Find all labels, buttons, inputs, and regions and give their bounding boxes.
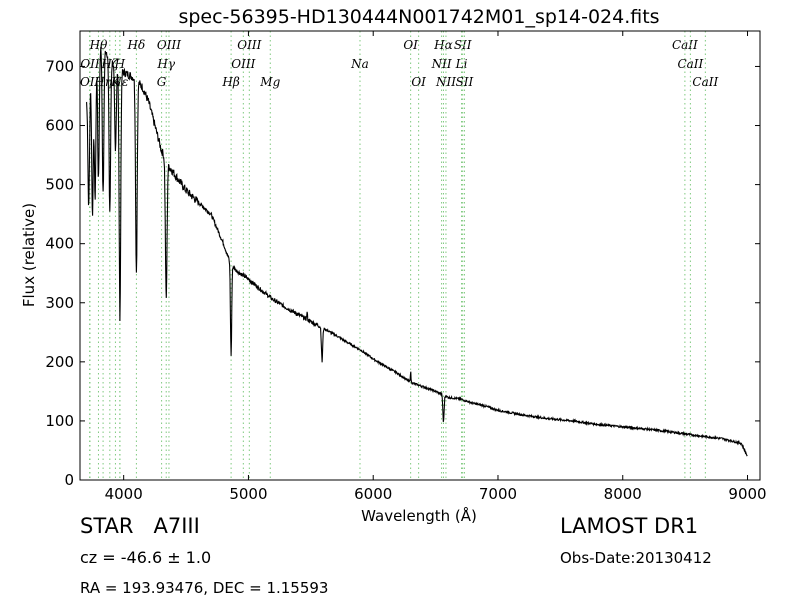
- axis-ticks: 4000 5000 6000 7000 8000 9000 0 100 200 300 400 500…: [45, 31, 767, 503]
- obs-date-label: Obs-Date:20130412: [560, 549, 712, 567]
- y-tick-label-100: 100: [45, 412, 74, 430]
- x-axis-label: Wavelength (Å): [361, 506, 477, 525]
- y-tick-label-300: 300: [45, 294, 74, 312]
- line-marker-label-10: Hγ: [156, 57, 175, 71]
- line-marker-label-14: Hβ: [221, 75, 239, 89]
- line-marker-label-22: SII: [454, 38, 472, 52]
- x-tick-label-6000: 6000: [354, 485, 392, 503]
- chart-title: spec-56395-HD130444N001742M01_sp14-024.f…: [178, 6, 659, 28]
- line-marker-label-11: G: [157, 75, 167, 89]
- y-axis-label: Flux (relative): [20, 203, 38, 307]
- line-marker-label-13: OIII: [231, 57, 255, 71]
- y-tick-label-200: 200: [45, 353, 74, 371]
- line-marker-label-7: H: [114, 57, 126, 71]
- line-marker-label-9: OIII: [157, 38, 181, 52]
- line-marker-label-23: Li: [455, 57, 468, 71]
- line-marker-label-6: K: [110, 75, 121, 89]
- y-tick-label-400: 400: [45, 235, 74, 253]
- line-marker-label-24: SII: [456, 75, 474, 89]
- object-subclass: A7III: [153, 514, 200, 538]
- x-tick-label-7000: 7000: [479, 485, 517, 503]
- line-marker-label-20: NII: [431, 57, 452, 71]
- line-marker-label-26: CaII: [677, 57, 703, 71]
- object-class: STAR: [80, 514, 134, 538]
- line-marker-label-12: OIII: [237, 38, 261, 52]
- coordinates-label: RA = 193.93476, DEC = 1.15593: [80, 579, 329, 597]
- line-marker-label-2: Hθ: [89, 38, 108, 52]
- x-tick-label-9000: 9000: [728, 485, 766, 503]
- x-tick-label-5000: 5000: [229, 485, 267, 503]
- survey-label: LAMOST DR1: [560, 514, 699, 538]
- spectrum-line: [85, 46, 748, 457]
- plot-frame: [79, 30, 761, 481]
- line-marker-label-21: NII: [435, 75, 456, 89]
- line-marker-label-18: OI: [411, 75, 426, 89]
- line-marker-label-16: Na: [350, 57, 369, 71]
- y-tick-label-0: 0: [64, 471, 74, 489]
- object-class-label: STAR A7III: [80, 514, 200, 538]
- line-marker-label-17: OI: [403, 38, 418, 52]
- line-marker-label-25: CaII: [672, 38, 698, 52]
- line-marker-label-27: CaII: [692, 75, 718, 89]
- x-tick-label-8000: 8000: [604, 485, 642, 503]
- spectrum-layer: [85, 46, 748, 457]
- redshift-label: cz = -46.6 ± 1.0: [80, 548, 212, 567]
- line-marker-label-1: OII: [80, 57, 100, 71]
- y-tick-label-700: 700: [45, 57, 74, 75]
- line-marker-label-8: Hδ: [127, 38, 146, 52]
- line-marker-label-19: Hα: [433, 38, 453, 52]
- line-marker-label-15: Mg: [259, 75, 280, 89]
- x-tick-label-4000: 4000: [105, 485, 143, 503]
- y-tick-label-500: 500: [45, 176, 74, 194]
- y-tick-label-600: 600: [45, 117, 74, 135]
